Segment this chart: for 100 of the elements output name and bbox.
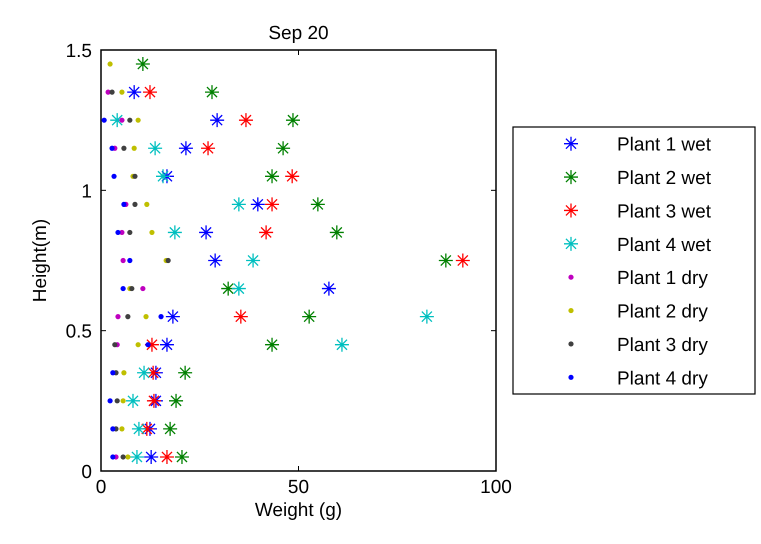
point (119, 90, 125, 95)
point (158, 314, 164, 320)
point (231, 196, 247, 212)
point (126, 84, 142, 100)
point (419, 308, 435, 324)
point (143, 314, 149, 320)
point (455, 252, 470, 268)
legend-label: Plant 2 dry (617, 302, 708, 323)
point (245, 252, 261, 268)
point (102, 118, 107, 123)
x-tick-label: 100 (480, 477, 512, 498)
point (159, 337, 175, 352)
point (136, 342, 141, 348)
point (155, 168, 171, 184)
point (125, 454, 130, 460)
point (136, 118, 141, 123)
point (129, 449, 145, 465)
legend-label: Plant 2 wet (617, 168, 712, 190)
point (120, 258, 126, 264)
point (142, 84, 158, 100)
point (231, 280, 247, 296)
point (142, 421, 158, 437)
legend-label: Plant 4 dry (617, 368, 708, 390)
point (110, 112, 125, 128)
point (121, 146, 127, 151)
point (220, 280, 236, 296)
point (127, 230, 132, 236)
point (200, 140, 216, 156)
point (310, 196, 326, 212)
point (275, 140, 291, 156)
point (109, 146, 115, 151)
point (159, 449, 175, 465)
point (140, 286, 146, 292)
point (144, 202, 150, 207)
point (162, 421, 178, 437)
point (132, 202, 138, 207)
point (285, 112, 301, 128)
point (149, 230, 155, 236)
point (120, 398, 126, 404)
point (174, 449, 190, 465)
point (120, 286, 126, 292)
point (147, 140, 163, 156)
point (238, 112, 254, 128)
point (110, 426, 116, 432)
point (329, 224, 344, 240)
point (264, 337, 280, 352)
point (110, 370, 116, 376)
point (115, 314, 121, 320)
point (178, 140, 194, 156)
point (209, 112, 225, 128)
legend-label: Plant 1 wet (617, 134, 712, 156)
point (144, 449, 159, 465)
point (131, 421, 147, 437)
y-tick-label: 0.5 (66, 322, 92, 343)
legend-label: Plant 4 wet (617, 234, 712, 256)
legend-label: Plant 1 dry (617, 268, 708, 290)
point (115, 230, 121, 236)
point (139, 421, 154, 437)
y-axis-title: Height(m) (30, 218, 51, 302)
point (250, 196, 266, 212)
point (145, 342, 151, 348)
point (125, 393, 141, 408)
point (127, 258, 132, 264)
point (112, 342, 118, 348)
point (264, 168, 280, 184)
point (264, 196, 280, 212)
point (120, 454, 126, 460)
y-tick-label: 1 (81, 181, 92, 202)
point (208, 252, 223, 268)
x-axis-title: Weight (g) (254, 500, 342, 521)
point (302, 308, 317, 324)
point (135, 56, 151, 72)
point (258, 224, 274, 240)
y-tick-label: 0 (81, 462, 92, 483)
chart-title: Sep 20 (268, 23, 329, 44)
point (109, 90, 115, 95)
y-tick-label: 1.5 (66, 41, 92, 62)
point (198, 224, 214, 240)
point (144, 337, 160, 352)
point (334, 337, 350, 352)
point (110, 454, 116, 460)
point (284, 168, 300, 184)
point (111, 174, 117, 179)
point (233, 308, 248, 324)
point (121, 370, 127, 376)
point (438, 252, 454, 268)
point (204, 84, 220, 100)
point (119, 118, 125, 123)
point (119, 426, 125, 432)
point (321, 280, 337, 296)
legend-label: Plant 3 dry (617, 334, 708, 356)
point (107, 398, 113, 404)
legend-label: Plant 3 wet (617, 201, 712, 222)
point (159, 168, 175, 184)
point (165, 308, 181, 324)
point (107, 61, 113, 67)
point (177, 365, 193, 380)
point (114, 398, 120, 404)
point (132, 146, 137, 151)
point (136, 365, 152, 380)
